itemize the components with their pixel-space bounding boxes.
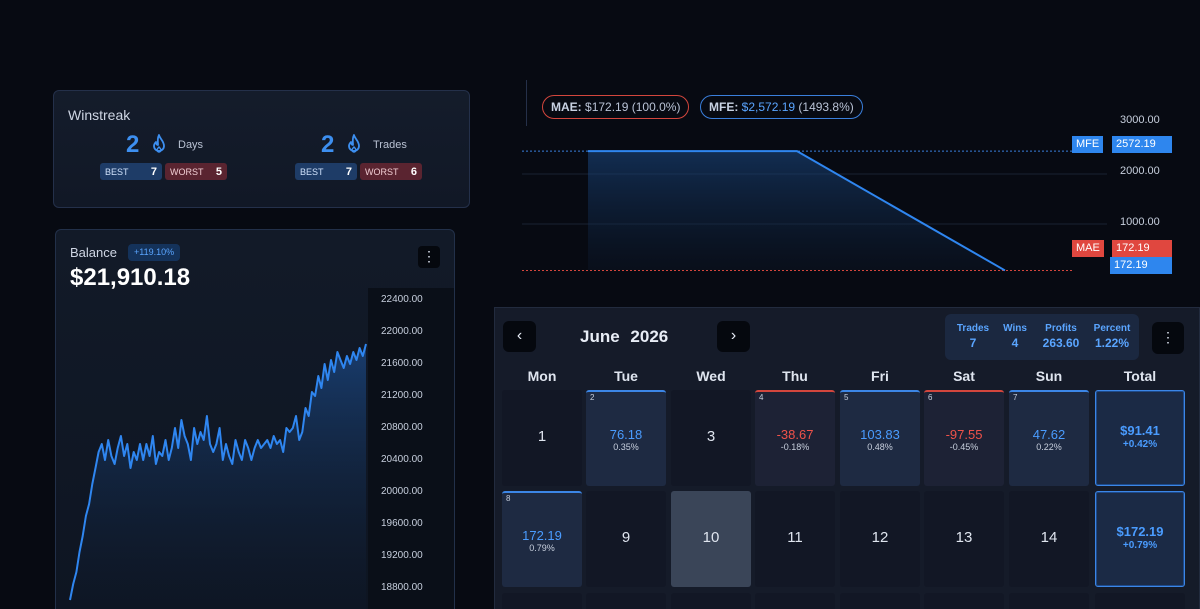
winstreak-days-label: Days: [178, 139, 204, 151]
price-area: [588, 151, 1005, 271]
balance-card: Balance +119.10% $21,910.18 ⋮ 22400.00 2…: [55, 229, 455, 609]
winstreak-title: Winstreak: [68, 107, 131, 123]
y-tick: 22000.00: [381, 326, 423, 337]
kebab-icon[interactable]: ⋮: [1152, 322, 1184, 354]
winstreak-days: 2 Days BEST 7 WORST 5: [100, 131, 240, 180]
worst-badge: WORST 6: [360, 163, 422, 180]
y-tick: 22400.00: [381, 294, 423, 305]
mae-mfe-plot: [522, 150, 1107, 272]
y-tick: 20400.00: [381, 454, 423, 465]
flame-icon: [348, 134, 360, 153]
current-tag-value: 172.19: [1110, 257, 1172, 274]
balance-line: [69, 343, 367, 601]
day-cell[interactable]: 1: [502, 390, 582, 486]
weekday-header: Sun: [1035, 368, 1063, 384]
mfe-tag-value: 2572.19: [1112, 136, 1172, 153]
stat-percent: Percent 1.22%: [1093, 323, 1131, 350]
weekday-header: Tue: [614, 368, 638, 384]
y-tick: 19200.00: [381, 550, 423, 561]
day-cell[interactable]: 9: [586, 491, 666, 587]
day-cell[interactable]: 3: [671, 390, 751, 486]
day-cell[interactable]: 7 47.62 0.22%: [1009, 390, 1089, 486]
mae-tag-label: MAE: [1072, 240, 1104, 257]
day-cell[interactable]: [502, 593, 582, 609]
chevron-right-icon[interactable]: ›: [717, 321, 750, 352]
day-cell-today[interactable]: 10: [671, 491, 751, 587]
weekday-header: Total: [1123, 368, 1157, 384]
flame-icon: [153, 134, 165, 153]
weekday-header: Mon: [527, 368, 557, 384]
day-cell[interactable]: [924, 593, 1004, 609]
day-cell[interactable]: 5 103.83 0.48%: [840, 390, 920, 486]
calendar: ‹ June 2026 › Trades 7 Wins 4 Profits 263.6…: [494, 307, 1200, 609]
mae-mfe-chart: MAE: $172.19 (100.0%) MFE: $2,572.19 (14…: [522, 80, 1182, 290]
best-badge: BEST 7: [295, 163, 357, 180]
day-cell[interactable]: 8 172.19 0.79%: [502, 491, 582, 587]
weekday-header: Thu: [782, 368, 808, 384]
day-cell[interactable]: 11: [755, 491, 835, 587]
week-total-cell[interactable]: $172.19 +0.79%: [1095, 491, 1185, 587]
balance-label: Balance: [70, 245, 117, 260]
winstreak-card: Winstreak 2 Days BEST 7 WORST 5 2 Trades B…: [53, 90, 470, 208]
week-total-cell[interactable]: $91.41 +0.42%: [1095, 390, 1185, 486]
balance-y-axis: 22400.00 22000.00 21600.00 21200.00 2080…: [368, 288, 454, 609]
weekday-header: Sat: [953, 368, 975, 384]
calendar-month-year: June 2026: [580, 327, 669, 346]
kebab-icon[interactable]: ⋮: [418, 246, 440, 268]
worst-badge: WORST 5: [165, 163, 227, 180]
day-cell[interactable]: 2 76.18 0.35%: [586, 390, 666, 486]
week-total-cell[interactable]: [1095, 593, 1185, 609]
y-tick: 3000.00: [1120, 114, 1160, 126]
mae-tag-value: 172.19: [1112, 240, 1172, 257]
mfe-pill[interactable]: MFE: $2,572.19 (1493.8%): [700, 95, 863, 119]
day-cell[interactable]: 4 -38.67 -0.18%: [755, 390, 835, 486]
balance-area: [70, 344, 366, 609]
month-stats: Trades 7 Wins 4 Profits 263.60 Percent 1.22%: [945, 314, 1139, 360]
day-cell[interactable]: 14: [1009, 491, 1089, 587]
winstreak-days-value: 2: [126, 131, 140, 158]
y-tick: 1000.00: [1120, 216, 1160, 228]
mae-pill[interactable]: MAE: $172.19 (100.0%): [542, 95, 690, 119]
day-cell[interactable]: 12: [840, 491, 920, 587]
balance-value: $21,910.18: [70, 264, 191, 291]
stat-profits: Profits 263.60: [1042, 323, 1080, 350]
mfe-tag-label: MFE: [1072, 136, 1104, 153]
stat-wins: Wins 4: [1003, 323, 1027, 350]
day-cell[interactable]: [1009, 593, 1089, 609]
weekday-header: Fri: [871, 368, 889, 384]
balance-chart: [69, 343, 367, 609]
y-tick: 19600.00: [381, 518, 423, 529]
weekday-header: Wed: [696, 368, 726, 384]
day-cell[interactable]: [586, 593, 666, 609]
day-cell[interactable]: [671, 593, 751, 609]
price-line: [588, 150, 1006, 272]
y-tick: 21600.00: [381, 358, 423, 369]
day-cell[interactable]: 6 -97.55 -0.45%: [924, 390, 1004, 486]
y-tick: 2000.00: [1120, 165, 1160, 177]
y-tick: 20000.00: [381, 486, 423, 497]
y-tick: 21200.00: [381, 390, 423, 401]
y-tick: 18800.00: [381, 582, 423, 593]
best-badge: BEST 7: [100, 163, 162, 180]
winstreak-trades: 2 Trades BEST 7 WORST 6: [295, 131, 435, 180]
winstreak-trades-value: 2: [321, 131, 335, 158]
day-cell[interactable]: 13: [924, 491, 1004, 587]
stat-trades: Trades 7: [956, 323, 990, 350]
chevron-left-icon[interactable]: ‹: [503, 321, 536, 352]
day-cell[interactable]: [840, 593, 920, 609]
chart-divider: [526, 80, 527, 126]
balance-change-badge: +119.10%: [128, 244, 181, 261]
y-tick: 20800.00: [381, 422, 423, 433]
day-cell[interactable]: [755, 593, 835, 609]
winstreak-trades-label: Trades: [373, 139, 407, 151]
